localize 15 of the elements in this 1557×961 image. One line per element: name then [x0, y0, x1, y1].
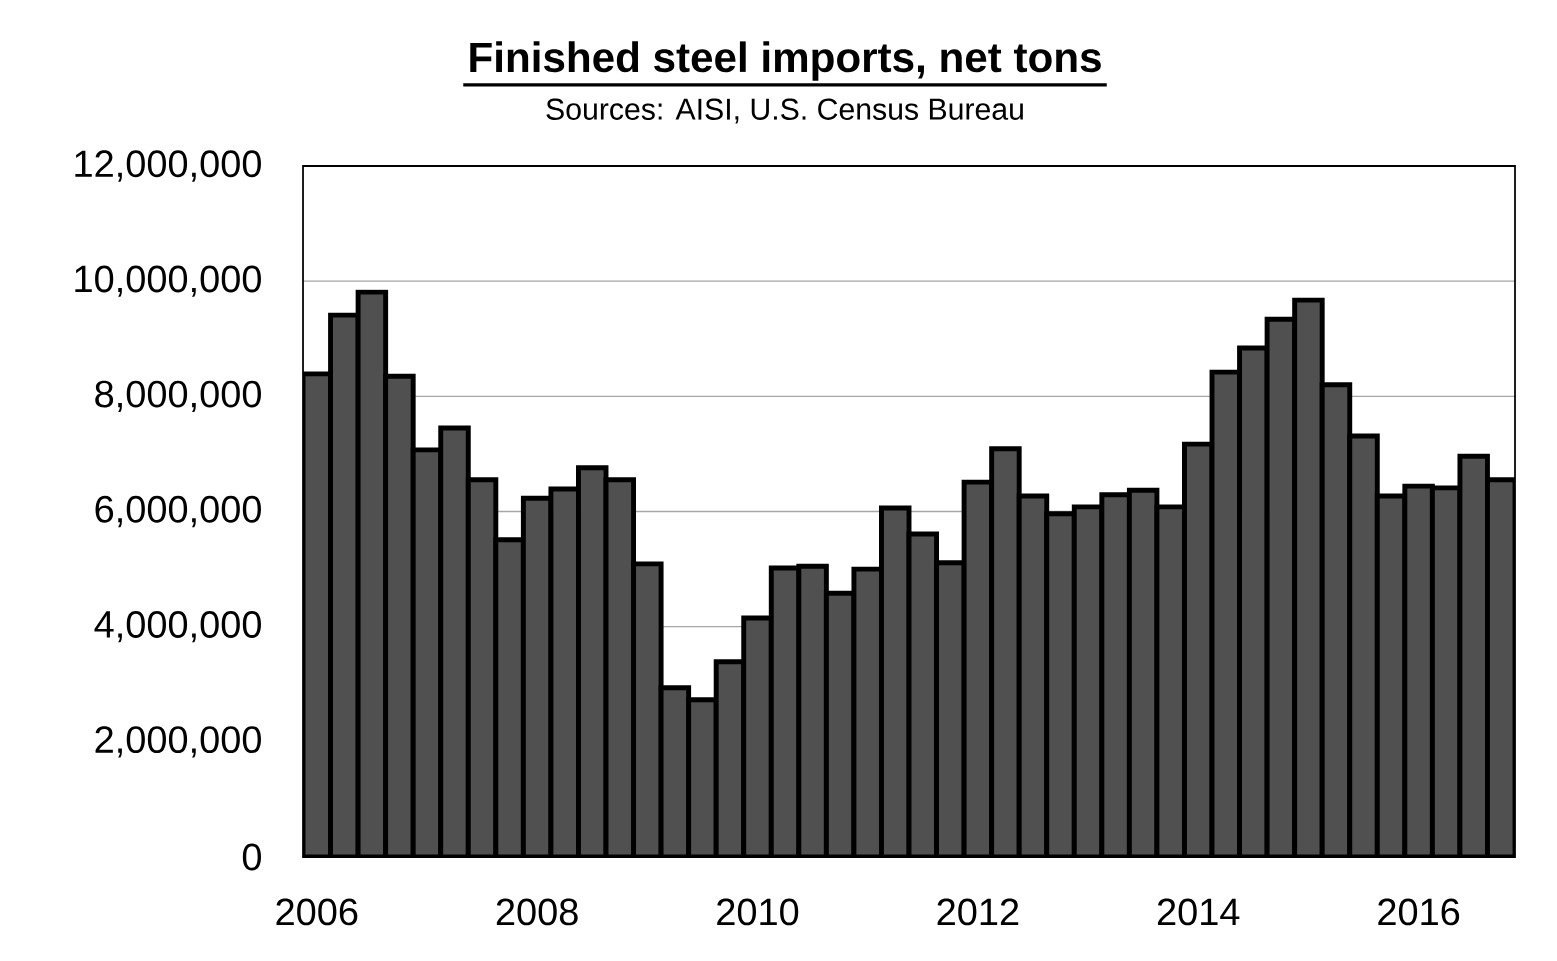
x-tick-label: 2010: [717, 898, 799, 926]
y-tick-label: 4,000,000: [94, 610, 261, 643]
y-tick-label: 2,000,000: [95, 726, 261, 758]
chart-subtitle: Sources: AISI, U.S. Census Bureau: [546, 98, 1023, 124]
y-tick-label: 8,000,000: [95, 380, 261, 412]
x-tick-label: 2008: [496, 898, 578, 926]
y-tick-label: 6,000,000: [95, 495, 261, 528]
x-tick-label: 2012: [937, 898, 1019, 926]
x-tick-label: 2006: [276, 898, 358, 926]
chart-title: Finished steel imports, net tons: [470, 41, 1101, 81]
y-tick-label: 12,000,000: [75, 150, 261, 182]
y-tick-label: 0: [242, 843, 261, 871]
x-tick-label: 2016: [1378, 898, 1460, 926]
y-tick-label: 10,000,000: [75, 265, 261, 297]
x-tick-label: 2014: [1157, 898, 1240, 926]
